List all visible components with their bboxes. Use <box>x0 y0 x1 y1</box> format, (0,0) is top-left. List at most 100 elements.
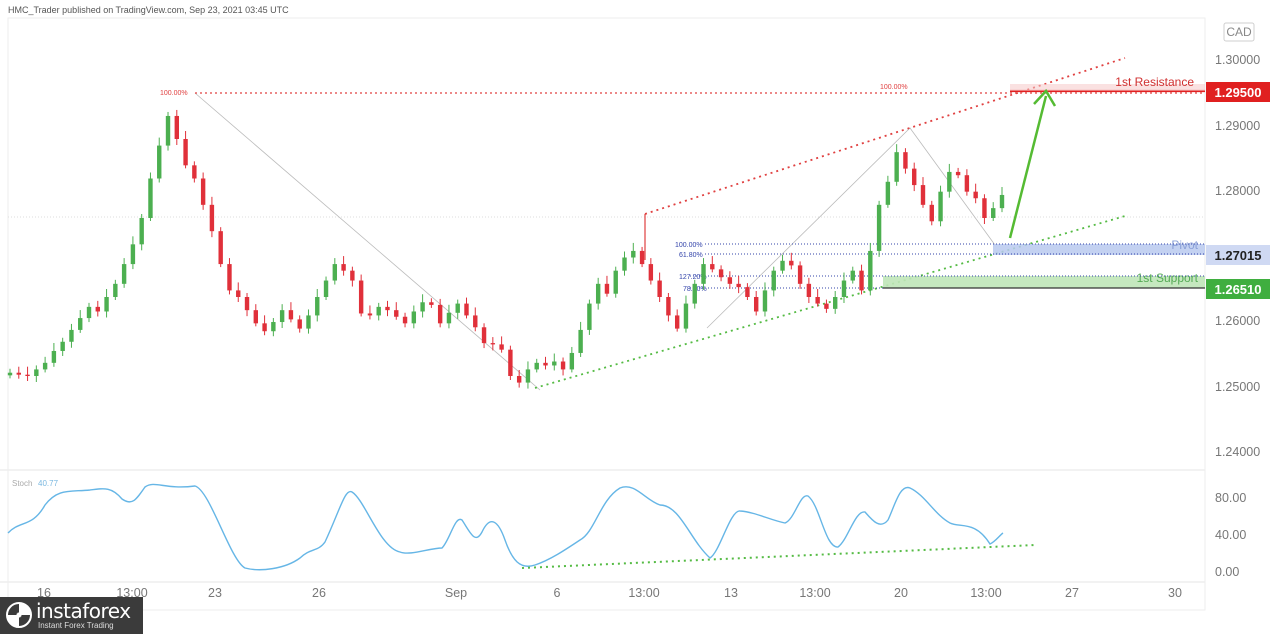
time-tick: 30 <box>1168 586 1182 600</box>
candle <box>929 204 934 222</box>
price-tick: 1.30000 <box>1215 53 1260 67</box>
candle <box>464 303 469 316</box>
candle <box>859 270 864 291</box>
time-tick: 13:00 <box>970 586 1001 600</box>
candle <box>516 376 522 383</box>
candle <box>279 310 285 323</box>
support-zone <box>883 276 1205 288</box>
trendline-support <box>534 215 1126 389</box>
candle <box>350 270 355 281</box>
time-tick: 23 <box>208 586 222 600</box>
candle <box>789 260 794 266</box>
stoch-line <box>7 483 1004 571</box>
candle <box>358 280 364 314</box>
candle <box>25 374 30 376</box>
price-tick: 1.25000 <box>1215 380 1260 394</box>
candle <box>78 318 83 330</box>
candle <box>955 171 961 176</box>
candle <box>51 350 57 363</box>
candle <box>16 372 21 375</box>
candle <box>218 231 223 265</box>
candle <box>227 264 232 291</box>
logo-name: instaforex <box>36 599 131 623</box>
projection-arrowhead <box>1033 88 1057 107</box>
candle <box>7 372 13 376</box>
time-tick: 13 <box>724 586 738 600</box>
time-tick: 27 <box>1065 586 1079 600</box>
candle <box>420 302 425 312</box>
candle <box>973 191 978 199</box>
candle <box>499 344 504 350</box>
candle <box>411 311 417 324</box>
support-price-box <box>1206 279 1270 299</box>
candle <box>868 250 873 291</box>
candle <box>806 283 812 297</box>
candle <box>34 369 39 376</box>
candle <box>938 191 943 222</box>
time-tick: 20 <box>894 586 908 600</box>
candle <box>718 269 724 278</box>
stoch-value: 40.77 <box>38 479 59 488</box>
candle <box>86 306 92 319</box>
candle <box>69 329 74 342</box>
candle <box>236 290 241 297</box>
candle <box>402 316 408 324</box>
candle <box>710 264 715 270</box>
resistance-label: 1st Resistance <box>1115 75 1194 89</box>
resistance-price: 1.29500 <box>1215 85 1262 100</box>
time-tick: 16 <box>37 586 51 600</box>
candle <box>297 319 302 329</box>
time-tick: Sep <box>445 586 467 600</box>
candle <box>42 362 48 370</box>
candle <box>683 303 689 329</box>
candle <box>376 306 381 316</box>
projection-arrow <box>1008 95 1048 239</box>
candle <box>666 297 671 316</box>
stoch-trendline <box>521 544 1036 569</box>
candle <box>841 280 847 297</box>
support-label: 1st Support <box>1137 271 1199 285</box>
fib-pivot-label: 61.80% <box>679 252 703 259</box>
candle <box>964 175 970 192</box>
candle <box>674 315 680 329</box>
candle <box>753 297 759 312</box>
channel-upper-line <box>644 57 1126 215</box>
candle <box>991 208 996 218</box>
time-tick: 13:00 <box>116 586 147 600</box>
resistance-price-box <box>1206 82 1270 102</box>
price-tick: 1.29000 <box>1215 119 1260 133</box>
time-tick: 13:00 <box>628 586 659 600</box>
candle <box>367 313 373 316</box>
candle <box>999 194 1005 209</box>
candle <box>306 315 311 329</box>
candle <box>622 257 627 271</box>
candle <box>736 283 741 288</box>
candle <box>429 302 434 305</box>
candle <box>315 297 320 316</box>
candle <box>121 264 127 284</box>
candle <box>148 178 153 218</box>
candle <box>578 329 583 353</box>
candle <box>780 260 785 271</box>
fib-leg-line <box>706 127 996 329</box>
candle <box>833 297 838 309</box>
candle <box>587 303 592 330</box>
candle <box>244 297 250 311</box>
candle <box>139 218 144 245</box>
stoch-tick: 40.00 <box>1215 528 1246 542</box>
candle <box>323 280 329 297</box>
candle <box>982 198 987 218</box>
candle <box>560 361 566 370</box>
candles-group <box>7 109 1005 389</box>
candle <box>130 244 136 265</box>
candle <box>341 264 346 271</box>
candle <box>183 139 188 166</box>
candle <box>473 315 478 328</box>
pivot-price-box <box>1206 245 1270 265</box>
pivot-label: Pivot <box>1171 238 1198 252</box>
candle <box>631 250 636 258</box>
time-tick: 6 <box>554 586 561 600</box>
candle <box>771 270 776 291</box>
candle <box>253 310 259 324</box>
